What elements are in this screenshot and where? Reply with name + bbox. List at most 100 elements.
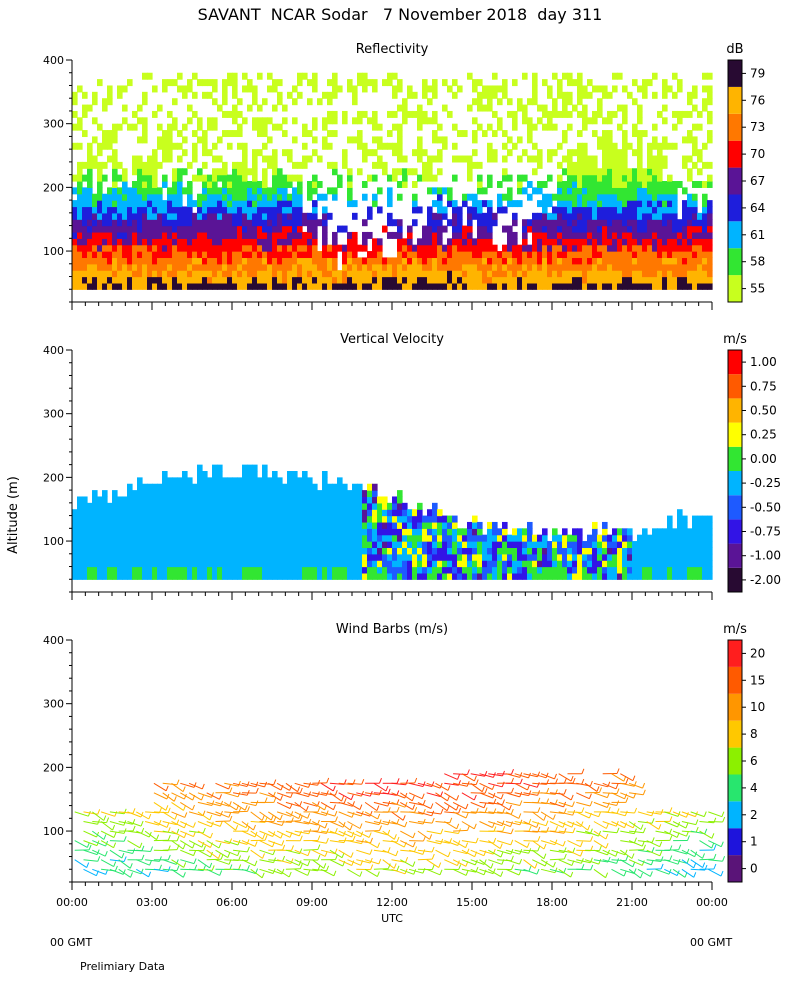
data-cell	[502, 257, 508, 265]
data-cell	[422, 515, 428, 523]
data-cell	[647, 276, 653, 284]
data-cell	[162, 541, 168, 549]
data-cell	[102, 572, 108, 580]
data-cell	[557, 193, 563, 201]
wind-barb-flag	[341, 795, 345, 802]
data-cell	[417, 276, 423, 284]
wind-barb	[171, 811, 185, 818]
data-cell	[252, 553, 258, 561]
data-cell	[82, 502, 88, 510]
data-cell	[497, 553, 503, 561]
data-cell	[522, 187, 528, 195]
data-cell	[597, 136, 603, 144]
data-cell	[307, 560, 313, 568]
data-cell	[112, 566, 118, 574]
y-tick-label: 100	[43, 245, 64, 258]
data-cell	[687, 547, 693, 555]
data-cell	[182, 225, 188, 233]
data-cell	[327, 91, 333, 99]
data-cell	[522, 541, 528, 549]
data-cell	[532, 553, 538, 561]
data-cell	[282, 553, 288, 561]
data-cell	[207, 572, 213, 580]
data-cell	[487, 238, 493, 246]
data-cell	[637, 534, 643, 542]
data-cell	[222, 206, 228, 214]
data-cell	[627, 231, 633, 239]
data-cell	[297, 174, 303, 182]
data-cell	[597, 219, 603, 227]
data-cell	[227, 72, 233, 80]
wind-barb-flag	[246, 846, 250, 853]
data-cell	[452, 206, 458, 214]
data-cell	[597, 238, 603, 246]
data-cell	[407, 257, 413, 265]
y-tick-label: 300	[43, 408, 64, 421]
data-cell	[112, 174, 118, 182]
data-cell	[547, 110, 553, 118]
data-cell	[92, 136, 98, 144]
data-cell	[417, 257, 423, 265]
data-cell	[417, 553, 423, 561]
data-cell	[157, 200, 163, 208]
data-cell	[322, 142, 328, 150]
wind-barb-flag	[282, 855, 286, 862]
wind-barb-flag	[209, 862, 213, 869]
data-cell	[197, 566, 203, 574]
data-cell	[347, 79, 353, 87]
data-cell	[252, 276, 258, 284]
data-cell	[542, 251, 548, 259]
wind-barb	[136, 830, 150, 838]
data-cell	[252, 502, 258, 510]
wind-barb-flag	[361, 838, 365, 844]
data-cell	[212, 231, 218, 239]
data-cell	[467, 276, 473, 284]
data-cell	[392, 270, 398, 278]
data-cell	[222, 276, 228, 284]
data-cell	[387, 257, 393, 265]
data-cell	[187, 212, 193, 220]
data-cell	[292, 200, 298, 208]
data-cell	[212, 547, 218, 555]
data-cell	[172, 509, 178, 517]
data-cell	[547, 193, 553, 201]
wind-barb-flag	[167, 854, 171, 861]
data-cell	[372, 161, 378, 169]
data-cell	[247, 560, 253, 568]
data-cell	[507, 572, 513, 580]
data-cell	[437, 263, 443, 271]
data-cell	[112, 219, 118, 227]
data-cell	[272, 276, 278, 284]
data-cell	[252, 149, 258, 157]
data-cell	[317, 193, 323, 201]
data-cell	[647, 155, 653, 163]
data-cell	[382, 161, 388, 169]
data-cell	[657, 168, 663, 176]
data-cell	[692, 181, 698, 188]
data-cell	[652, 193, 658, 201]
data-cell	[557, 200, 563, 208]
data-cell	[347, 168, 353, 176]
data-cell	[252, 123, 258, 131]
data-cell	[707, 270, 713, 278]
data-cell	[547, 251, 553, 259]
data-cell	[507, 238, 513, 246]
data-cell	[597, 187, 603, 195]
data-cell	[212, 244, 218, 252]
data-cell	[237, 244, 243, 252]
data-cell	[597, 534, 603, 542]
data-cell	[517, 104, 523, 112]
data-cell	[552, 566, 558, 574]
data-cell	[152, 547, 158, 555]
data-cell	[647, 161, 653, 169]
data-cell	[247, 572, 253, 580]
data-cell	[132, 206, 138, 214]
data-cell	[147, 547, 153, 555]
data-cell	[517, 251, 523, 259]
data-cell	[72, 200, 78, 208]
data-cell	[487, 231, 493, 239]
data-cell	[212, 142, 218, 150]
data-cell	[567, 270, 573, 278]
data-cell	[77, 509, 83, 517]
data-cell	[467, 72, 473, 80]
